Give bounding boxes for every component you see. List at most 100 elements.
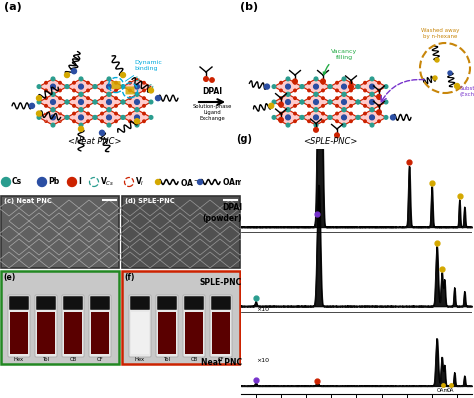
Circle shape [286,123,290,127]
Circle shape [115,105,117,107]
Circle shape [51,100,55,104]
Circle shape [45,89,47,92]
Text: <SPLE-PNC>: <SPLE-PNC> [303,137,357,146]
Circle shape [280,82,282,84]
Bar [185,312,203,354]
Bar [91,312,109,354]
Circle shape [364,97,366,100]
Circle shape [264,84,270,89]
Text: CB: CB [69,357,77,362]
Circle shape [433,76,437,80]
Circle shape [143,112,145,115]
Circle shape [342,108,346,111]
Text: SPLE-PNC: SPLE-PNC [200,278,242,287]
Circle shape [300,85,304,88]
Circle shape [129,112,131,115]
Circle shape [155,179,161,185]
Circle shape [269,103,273,108]
Circle shape [121,100,125,104]
Circle shape [107,77,111,81]
Polygon shape [274,79,302,94]
Circle shape [293,79,297,84]
Circle shape [378,89,380,92]
Circle shape [101,112,103,115]
Circle shape [251,185,255,189]
Circle shape [322,82,324,84]
Circle shape [286,84,291,89]
Polygon shape [67,94,95,110]
Circle shape [79,115,83,120]
Circle shape [93,85,97,88]
Circle shape [210,78,214,82]
Circle shape [350,120,352,123]
Circle shape [37,100,41,104]
Text: OA$^-$: OA$^-$ [180,176,200,187]
Circle shape [370,108,374,111]
Circle shape [143,89,145,92]
Circle shape [370,123,374,127]
Circle shape [322,105,324,107]
Circle shape [300,100,304,104]
Circle shape [143,105,145,107]
Circle shape [65,85,69,88]
Circle shape [36,96,42,101]
Circle shape [356,85,360,88]
Bar [64,312,82,354]
FancyBboxPatch shape [91,297,109,310]
Bar [122,271,240,364]
Circle shape [294,89,296,92]
Circle shape [101,120,103,123]
Circle shape [101,82,103,84]
Circle shape [280,105,282,107]
Text: DPAI: DPAI [202,87,222,96]
Circle shape [391,115,395,120]
Circle shape [93,100,97,104]
Circle shape [308,89,310,92]
Circle shape [294,120,296,123]
Text: ×10: ×10 [255,357,269,363]
Circle shape [378,82,380,84]
Circle shape [79,123,83,127]
Circle shape [342,115,346,120]
Bar [1,271,119,364]
Circle shape [93,115,97,119]
Circle shape [73,89,75,92]
Circle shape [135,84,139,89]
Circle shape [129,97,131,100]
Circle shape [314,115,319,120]
FancyBboxPatch shape [36,297,55,310]
Circle shape [328,85,332,88]
Circle shape [308,97,310,100]
Circle shape [364,105,366,107]
FancyBboxPatch shape [130,297,149,310]
Circle shape [135,115,139,120]
Circle shape [135,108,139,111]
Circle shape [204,77,208,81]
Polygon shape [358,79,386,94]
Text: <Neat PNC>: <Neat PNC> [68,137,122,146]
Circle shape [314,108,318,111]
Polygon shape [302,110,330,125]
Circle shape [135,108,139,111]
Polygon shape [39,79,67,94]
Circle shape [342,108,346,111]
Circle shape [67,178,76,187]
Circle shape [149,100,153,104]
FancyBboxPatch shape [157,297,176,310]
Circle shape [107,108,111,111]
Circle shape [364,82,366,84]
Circle shape [79,108,83,111]
Circle shape [370,77,374,81]
FancyBboxPatch shape [64,297,82,310]
Circle shape [286,92,290,96]
Circle shape [100,130,104,135]
Circle shape [356,100,360,104]
Circle shape [79,92,83,96]
Circle shape [349,84,353,89]
Circle shape [377,110,381,115]
Circle shape [79,77,83,81]
Circle shape [129,89,131,92]
Text: (e): (e) [3,273,15,282]
Circle shape [129,120,131,123]
Circle shape [107,84,111,89]
